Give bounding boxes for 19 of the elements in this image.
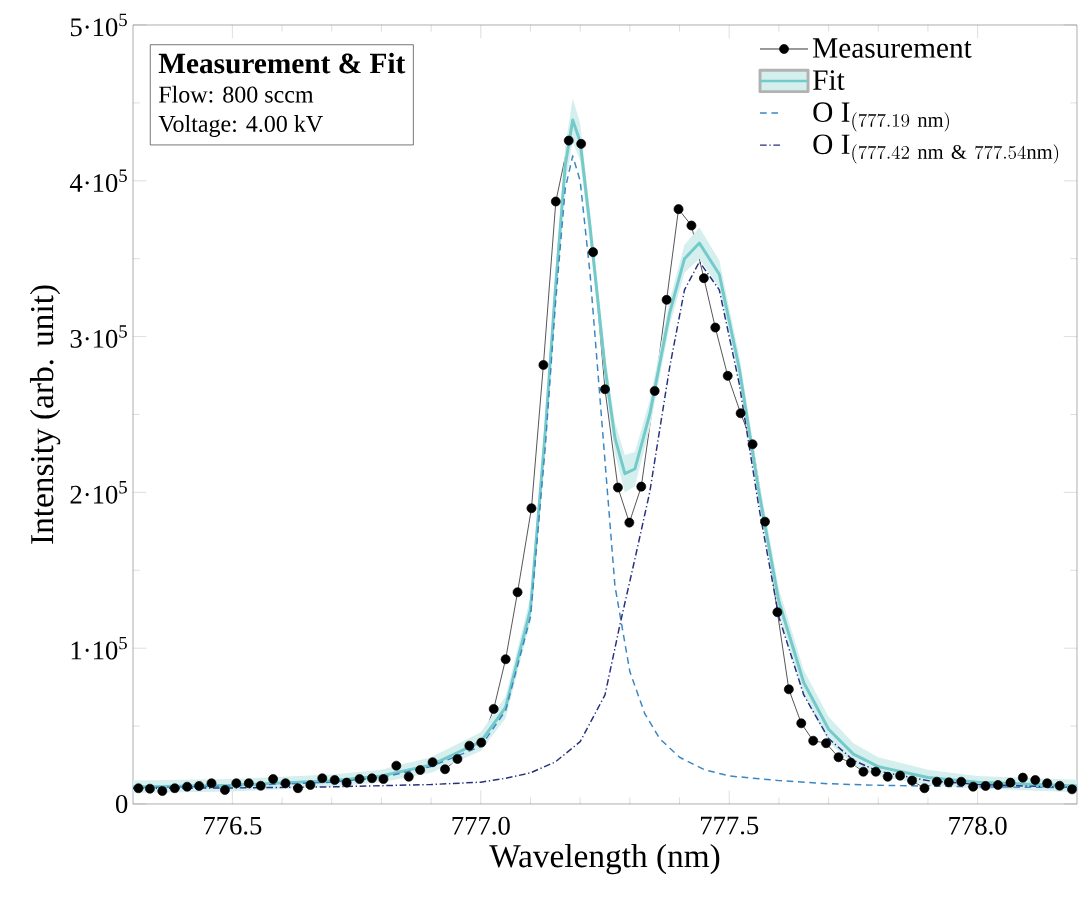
y-tick-label: 3·10$^{5}$ xyxy=(70,325,127,348)
text: Measurement & Fit xyxy=(158,52,406,74)
legend-label: $\mathrm{O\ I}_{(777.19\ \mathrm{nm})}$ xyxy=(813,102,949,132)
x-tick-label: 777.5 xyxy=(700,816,759,835)
legend-label: Fit xyxy=(813,70,845,90)
y-tick-label: 1·10$^{5}$ xyxy=(71,636,127,660)
x-tick-label: 777.0 xyxy=(452,816,510,835)
y-tick-label: 5·10$^{5}$ xyxy=(70,13,127,37)
legend-label: $\mathrm{O\ I}_{(777.42\ \mathrm{nm}\ \&\ 777.54\mathrm{nm})}$ xyxy=(813,134,1059,164)
y-tick-label: 2·10$^{5}$ xyxy=(70,481,127,504)
legend-label: Measurement xyxy=(813,38,972,58)
x-tick-label: 778.0 xyxy=(949,816,1007,835)
x-axis-title: Wavelength (nm) xyxy=(489,843,720,875)
x-tick-label: 776.5 xyxy=(204,816,262,835)
y-axis-title: Intensity (arb. unit) xyxy=(29,285,61,544)
annotation: Voltage: 4.00 kV xyxy=(158,115,323,137)
y-tick-label: 4·10$^{5}$ xyxy=(69,169,127,193)
annotation: Flow: 800 sccm xyxy=(158,85,314,103)
y-tick-label: 0 xyxy=(115,794,128,813)
